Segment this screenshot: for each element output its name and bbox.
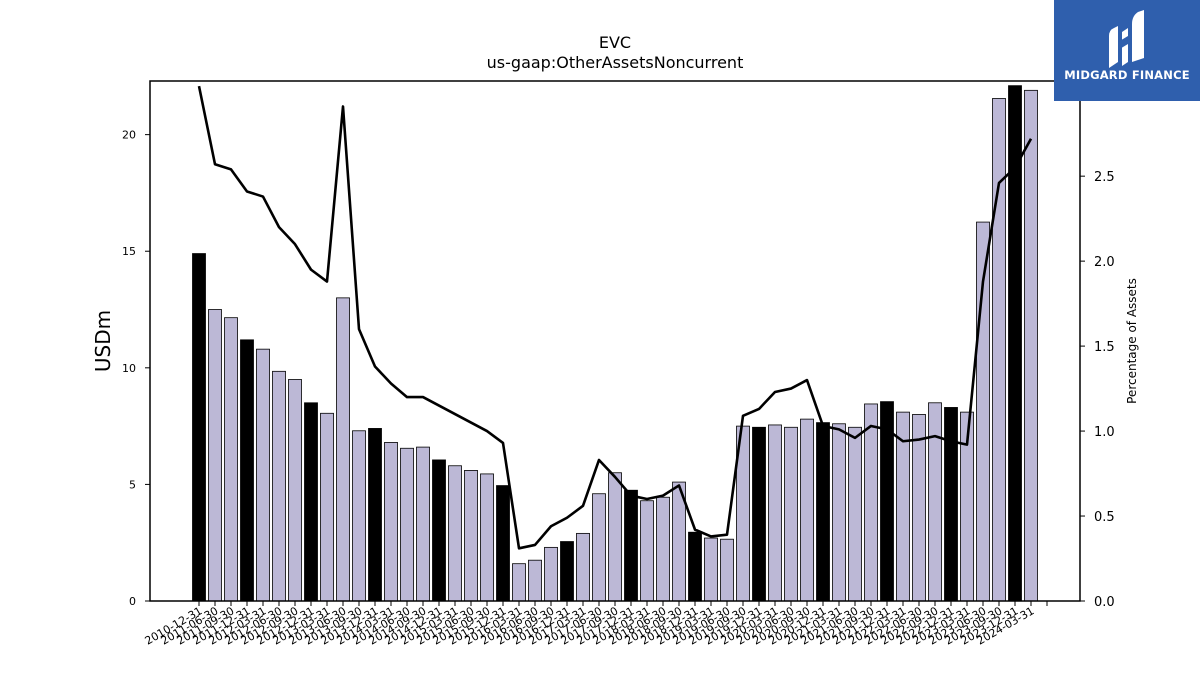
axes: 051015200.00.51.01.52.02.53.02010-12-312… — [122, 80, 1115, 648]
y-tick-label: 10 — [122, 362, 136, 375]
midgard-logo-icon — [1109, 10, 1144, 68]
bar-2019-09-30 — [752, 426, 766, 602]
bar-series — [192, 85, 1038, 602]
bar-2018-09-30 — [688, 531, 702, 602]
bar-2014-12-31 — [448, 465, 462, 602]
y2-tick-label: 0.0 — [1094, 595, 1115, 610]
line-series — [197, 85, 1033, 550]
bar-2022-03-31 — [912, 414, 926, 602]
bar-2020-09-30 — [816, 422, 830, 602]
chart-subtitle: us-gaap:OtherAssetsNoncurrent — [487, 53, 744, 72]
bar-2020-06-30 — [800, 418, 814, 602]
bar-2011-06-30 — [224, 317, 238, 602]
bar-2016-12-31 — [576, 532, 590, 602]
y-axis-label: USDm — [91, 310, 115, 372]
bar-2023-09-30 — [1008, 85, 1022, 602]
bar-2016-03-31 — [528, 559, 542, 602]
y2-tick-label: 2.5 — [1094, 170, 1115, 185]
bar-2016-09-30 — [560, 541, 574, 602]
bar-2013-06-30 — [352, 430, 366, 602]
bar-2012-06-30 — [288, 379, 302, 602]
bar-2021-03-31 — [848, 426, 862, 602]
bar-2017-12-31 — [640, 500, 654, 602]
bar-2015-09-30 — [496, 485, 510, 602]
y-tick-label: 5 — [129, 478, 136, 491]
y2-axis-label: Percentage of Assets — [1125, 278, 1139, 404]
bar-2014-09-30 — [432, 459, 446, 602]
bar-2015-06-30 — [480, 473, 494, 602]
bar-2018-03-31 — [656, 496, 670, 602]
brand-logo: MIDGARD FINANCE — [1054, 0, 1200, 101]
y2-tick-label: 2.0 — [1094, 255, 1115, 270]
bar-2013-03-31 — [336, 297, 350, 602]
chart-title: EVC — [599, 33, 631, 52]
percentage-line — [197, 85, 1033, 550]
y2-tick-label: 1.0 — [1094, 425, 1115, 440]
bar-2023-12-31 — [1024, 89, 1038, 602]
bar-2012-12-31 — [320, 412, 334, 602]
bar-2022-06-30 — [928, 402, 942, 602]
bar-2022-09-30 — [944, 407, 958, 602]
y2-tick-label: 1.5 — [1094, 340, 1115, 355]
y-tick-label: 20 — [122, 129, 136, 142]
bar-2011-09-30 — [240, 339, 254, 602]
bar-2011-12-31 — [256, 348, 270, 602]
y-tick-label: 15 — [122, 245, 136, 258]
bar-2019-12-31 — [768, 424, 782, 602]
bar-2012-09-30 — [304, 402, 318, 602]
bar-2015-12-31 — [512, 563, 526, 602]
bar-2023-06-30 — [992, 98, 1006, 602]
logo-text: MIDGARD FINANCE — [1064, 68, 1190, 82]
bar-2021-06-30 — [864, 403, 878, 602]
bar-2013-12-31 — [384, 442, 398, 602]
bar-2020-12-31 — [832, 423, 846, 602]
bar-2014-06-30 — [416, 446, 430, 602]
bar-2017-09-30 — [624, 489, 638, 602]
bar-2016-06-30 — [544, 546, 558, 602]
bar-2019-03-31 — [720, 538, 734, 602]
bar-2011-03-31 — [208, 309, 222, 602]
bar-2017-03-31 — [592, 493, 606, 602]
bar-2017-06-30 — [608, 472, 622, 602]
bar-2018-12-31 — [704, 537, 718, 602]
bar-2020-03-31 — [784, 426, 798, 602]
y2-tick-label: 0.5 — [1094, 510, 1115, 525]
bar-2012-03-31 — [272, 370, 286, 602]
bar-2013-09-30 — [368, 428, 382, 602]
bar-2014-03-31 — [400, 447, 414, 602]
bar-2015-03-31 — [464, 470, 478, 602]
y-tick-label: 0 — [129, 595, 136, 608]
bar-2010-12-31 — [192, 253, 206, 602]
